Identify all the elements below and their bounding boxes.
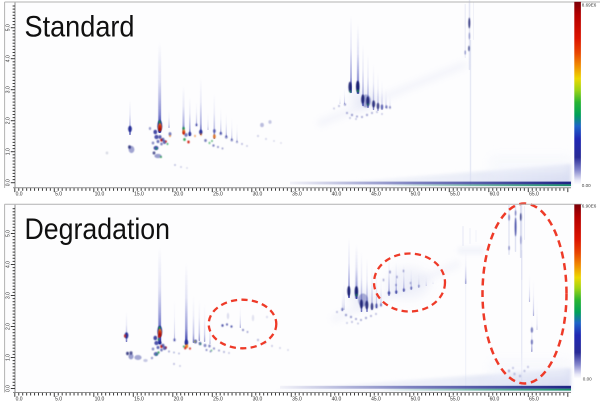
svg-text:8.69E6: 8.69E6 [582, 3, 597, 8]
svg-text:Degradation: Degradation [25, 213, 171, 246]
svg-text:Standard: Standard [25, 11, 135, 44]
svg-text:15.0: 15.0 [134, 396, 144, 402]
svg-text:4.0: 4.0 [6, 55, 12, 62]
svg-text:10.0: 10.0 [95, 396, 105, 402]
svg-text:20.0: 20.0 [174, 396, 184, 402]
svg-text:25.0: 25.0 [213, 192, 223, 198]
svg-text:3.0: 3.0 [6, 292, 12, 299]
svg-text:60.0: 60.0 [490, 396, 500, 402]
svg-text:3.0: 3.0 [6, 86, 12, 93]
svg-text:65.0: 65.0 [529, 192, 539, 198]
svg-text:45.0: 45.0 [371, 192, 381, 198]
svg-text:2.0: 2.0 [6, 117, 12, 124]
svg-text:0.0: 0.0 [6, 385, 12, 392]
svg-text:35.0: 35.0 [292, 192, 302, 198]
svg-text:1.0: 1.0 [6, 354, 12, 361]
svg-text:35.0: 35.0 [292, 396, 302, 402]
svg-text:0.00: 0.00 [583, 376, 592, 381]
svg-text:0.0: 0.0 [6, 179, 12, 186]
svg-text:25.0: 25.0 [213, 396, 223, 402]
svg-text:40.0: 40.0 [332, 396, 342, 402]
svg-text:5.0: 5.0 [55, 396, 62, 402]
svg-text:30.0: 30.0 [253, 396, 263, 402]
svg-text:2.0: 2.0 [6, 323, 12, 330]
svg-text:15.0: 15.0 [134, 192, 144, 198]
svg-text:4.0: 4.0 [6, 261, 12, 268]
svg-text:0.00: 0.00 [582, 183, 591, 188]
svg-text:0.0: 0.0 [16, 396, 23, 402]
svg-text:5.0: 5.0 [6, 230, 12, 237]
svg-text:5.0: 5.0 [6, 24, 12, 31]
svg-text:40.0: 40.0 [332, 192, 342, 198]
svg-text:10.0: 10.0 [95, 192, 105, 198]
svg-text:55.0: 55.0 [450, 396, 460, 402]
svg-text:45.0: 45.0 [371, 396, 381, 402]
svg-text:55.0: 55.0 [450, 192, 460, 198]
svg-text:0.0: 0.0 [16, 192, 23, 198]
svg-text:50.0: 50.0 [411, 192, 421, 198]
svg-text:50.0: 50.0 [411, 396, 421, 402]
svg-text:20.0: 20.0 [174, 192, 184, 198]
svg-text:30.0: 30.0 [253, 192, 263, 198]
svg-text:5.0: 5.0 [55, 192, 62, 198]
svg-text:6.90E6: 6.90E6 [582, 203, 597, 208]
svg-text:60.0: 60.0 [490, 192, 500, 198]
svg-text:65.0: 65.0 [529, 396, 539, 402]
svg-text:1.0: 1.0 [6, 148, 12, 155]
